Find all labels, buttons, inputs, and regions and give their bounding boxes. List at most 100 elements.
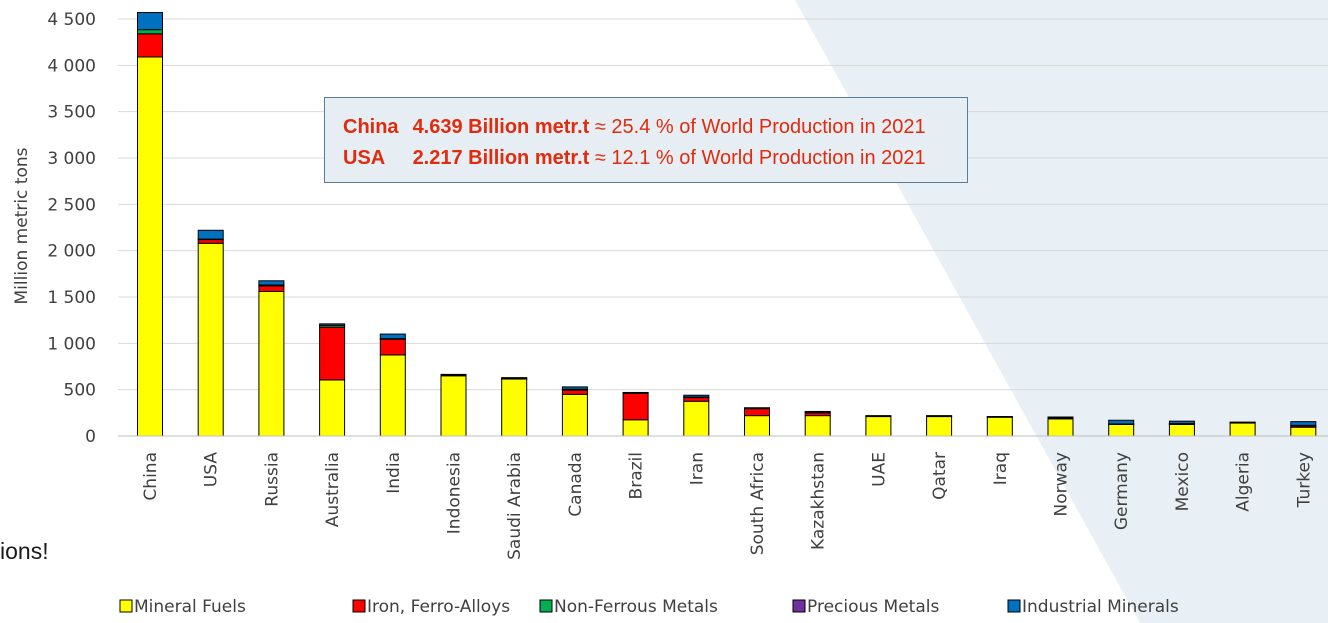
category-label: Iran (687, 452, 707, 485)
bar-stack-iraq (986, 416, 1013, 437)
bar-segment-mineral-fuels (197, 242, 224, 437)
bar-segment-non-ferrous-metals (137, 29, 163, 35)
y-tick-label: 1 000 (47, 334, 96, 354)
annotation-country: China (343, 116, 399, 138)
bar-segment-iron-ferro-alloys (258, 285, 285, 292)
legend-swatch (792, 599, 806, 613)
bar-segment-industrial-minerals (1229, 421, 1256, 424)
gridlines (118, 18, 1328, 391)
legend-swatch (539, 599, 553, 613)
category-label: South Africa (748, 452, 768, 555)
bar-stack-qatar (926, 415, 953, 437)
bar-segment-industrial-minerals (258, 280, 285, 286)
category-label: Saudi Arabia (505, 452, 525, 560)
annotation-rest: ≈ 25.4 % of World Production in 2021 (594, 116, 926, 138)
bar-stack-china (137, 12, 163, 437)
category-label: Germany (1112, 452, 1132, 530)
bar-segment-mineral-fuels (561, 393, 588, 437)
bar-segment-iron-ferro-alloys (379, 338, 406, 356)
bar-segment-industrial-minerals (197, 229, 224, 240)
bar-segment-mineral-fuels (1229, 422, 1256, 437)
bar-segment-mineral-fuels (440, 375, 467, 437)
legend-swatch (119, 599, 133, 613)
bar-segment-mineral-fuels (744, 415, 770, 437)
bar-stack-uae (865, 415, 892, 437)
category-label: Indonesia (445, 452, 465, 534)
bar-segment-mineral-fuels (804, 415, 831, 437)
bar-segment-iron-ferro-alloys (683, 397, 710, 402)
category-label: Qatar (930, 452, 950, 500)
bar-segment-mineral-fuels (622, 419, 649, 437)
bar-stack-saudi-arabia (501, 377, 528, 437)
annotation-rest: ≈ 12.1 % of World Production in 2021 (594, 147, 926, 169)
bar-segment-industrial-minerals (622, 391, 649, 394)
y-tick-label: 1 500 (47, 288, 96, 308)
legend-label: Non-Ferrous Metals (554, 597, 718, 617)
bar-segment-mineral-fuels (1290, 426, 1317, 437)
legend-item: Iron, Ferro-Alloys (352, 597, 510, 617)
annotation-value: 2.217 Billion metr.t (412, 147, 590, 169)
legend-item: Mineral Fuels (119, 597, 246, 617)
category-label: Iraq (991, 452, 1011, 485)
bar-segment-industrial-minerals (1168, 420, 1195, 424)
bar-segment-mineral-fuels (1108, 423, 1135, 437)
bar-segment-mineral-fuels (1047, 418, 1074, 437)
category-label: Australia (323, 452, 343, 527)
bar-segment-industrial-minerals (379, 333, 406, 340)
category-label: China (141, 452, 161, 501)
legend-label: Mineral Fuels (134, 597, 246, 617)
bar-segment-iron-ferro-alloys (137, 33, 163, 58)
y-axis-label: Million metric tons (12, 147, 32, 304)
y-tick-label: 2 500 (47, 195, 96, 215)
y-tick-label: 4 000 (47, 56, 96, 76)
bar-segment-mineral-fuels (319, 379, 346, 437)
legend-label: Iron, Ferro-Alloys (367, 597, 510, 617)
y-axis-ticks: 0 500 1 000 1 500 2 000 2 500 3 000 3 500 4 000 4… (47, 10, 96, 447)
annotation-value: 4.639 Billion metr.t (412, 116, 590, 138)
y-tick-label: 2 000 (47, 242, 96, 262)
bar-segment-mineral-fuels (683, 400, 710, 437)
bar-segment-industrial-minerals (1290, 421, 1317, 426)
category-label: Mexico (1173, 452, 1193, 511)
bar-segment-mineral-fuels (258, 290, 285, 437)
bar-segment-industrial-minerals (865, 415, 892, 417)
bar-segment-iron-ferro-alloys (319, 326, 346, 381)
bar-segment-iron-ferro-alloys (197, 239, 224, 244)
category-label: UAE (869, 452, 889, 487)
bar-segment-industrial-minerals (926, 415, 953, 417)
bar-segment-mineral-fuels (926, 416, 953, 437)
legend-label: Precious Metals (807, 597, 939, 617)
category-label: Brazil (627, 452, 647, 499)
legend-swatch (352, 599, 366, 613)
y-tick-label: 4 500 (47, 10, 96, 30)
bar-segment-industrial-minerals (986, 416, 1013, 418)
legend-item: Precious Metals (792, 597, 939, 617)
y-tick-label: 0 (85, 427, 96, 447)
category-label: Algeria (1234, 452, 1254, 512)
bar-stack-brazil (622, 391, 649, 437)
bar-stack-usa (197, 229, 224, 437)
bar-segment-industrial-minerals (137, 12, 163, 31)
bar-segment-industrial-minerals (561, 386, 588, 390)
annotation-row-china: China 4.639 Billion metr.t ≈ 25.4 % of W… (343, 112, 967, 143)
category-label: USA (202, 452, 222, 488)
legend-item: Non-Ferrous Metals (539, 597, 718, 617)
category-label: Russia (262, 452, 282, 507)
bar-stack-germany (1108, 419, 1135, 437)
bar-segment-mineral-fuels (501, 378, 528, 437)
category-label: Turkey (1294, 452, 1314, 508)
bar-stack-south-africa (744, 407, 770, 437)
bar-stack-kazakhstan (804, 410, 831, 437)
bar-stack-australia (319, 323, 346, 437)
bar-segment-iron-ferro-alloys (622, 392, 649, 421)
bar-segment-mineral-fuels (1168, 423, 1195, 437)
bar-segment-industrial-minerals (804, 410, 831, 413)
bar-stack-iran (683, 394, 710, 437)
bar-segment-mineral-fuels (379, 354, 406, 437)
y-tick-label: 500 (64, 381, 96, 401)
category-label: Kazakhstan (809, 452, 829, 550)
legend: Mineral Fuels Iron, Ferro-Alloys Non-Ferro… (119, 597, 1179, 617)
bar-segment-industrial-minerals (1108, 419, 1135, 425)
bar-segment-mineral-fuels (137, 56, 163, 437)
bar-segment-iron-ferro-alloys (561, 389, 588, 395)
